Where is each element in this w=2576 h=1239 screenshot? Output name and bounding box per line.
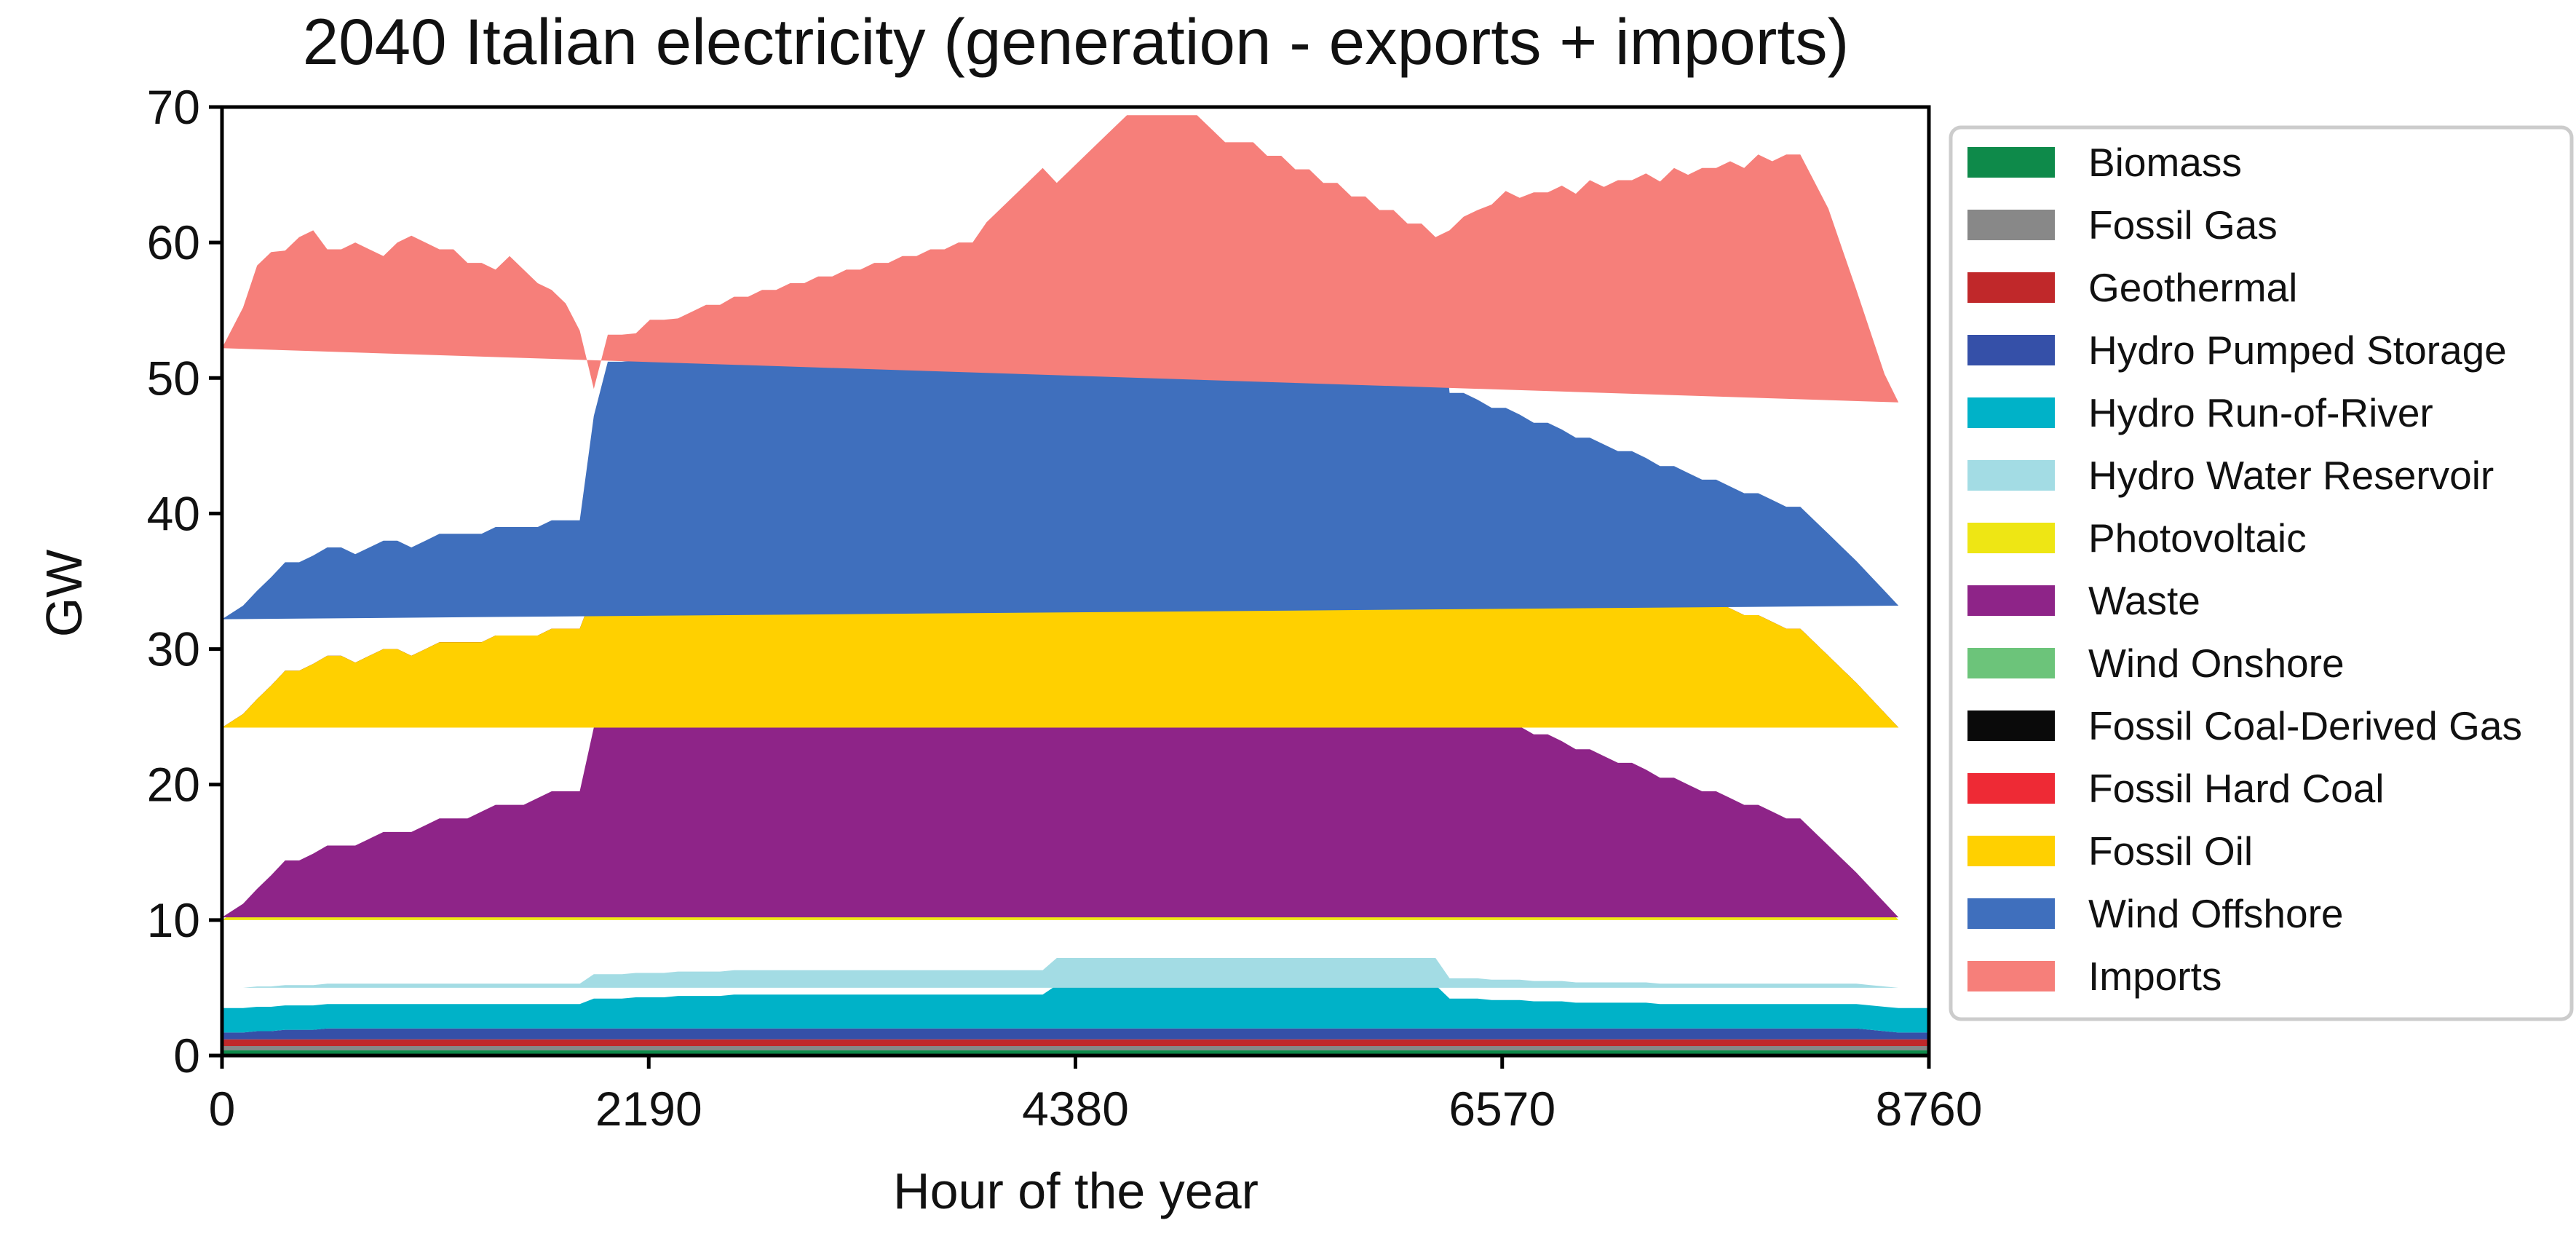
legend-label-hydro-run-of-river: Hydro Run-of-River xyxy=(2088,390,2433,435)
legend-label-geothermal: Geothermal xyxy=(2088,265,2297,310)
y-axis-label: GW xyxy=(36,550,92,638)
legend-label-fossil-gas: Fossil Gas xyxy=(2088,202,2278,248)
x-tick-label: 2190 xyxy=(595,1082,702,1136)
legend-swatch-imports xyxy=(1967,961,2055,991)
legend-label-imports: Imports xyxy=(2088,954,2222,999)
area-imports xyxy=(222,115,1899,403)
legend-swatch-wind-offshore xyxy=(1967,898,2055,929)
x-axis-label: Hour of the year xyxy=(893,1163,1259,1219)
y-tick-label: 30 xyxy=(147,622,200,676)
legend-label-hydro-pumped-storage: Hydro Pumped Storage xyxy=(2088,328,2507,373)
y-tick-label: 40 xyxy=(147,486,200,540)
chart-title: 2040 Italian electricity (generation - e… xyxy=(303,5,1850,78)
area-hydro-run-of-river xyxy=(222,985,1929,1033)
y-tick-label: 0 xyxy=(173,1029,200,1082)
legend-swatch-fossil-coal-derived-gas xyxy=(1967,710,2055,741)
legend-swatch-geothermal xyxy=(1967,272,2055,303)
legend-frame xyxy=(1949,125,2574,1021)
legend-swatch-waste xyxy=(1967,585,2055,616)
y-axis: 0 10 20 30 40 50 60 70 xyxy=(147,80,222,1082)
legend-swatch-biomass xyxy=(1967,147,2055,178)
y-tick-label: 50 xyxy=(147,351,200,405)
legend-swatch-hydro-pumped-storage xyxy=(1967,335,2055,365)
legend-label-biomass: Biomass xyxy=(2088,140,2242,185)
x-tick-label: 8760 xyxy=(1876,1082,1983,1136)
y-tick-label: 60 xyxy=(147,215,200,269)
legend-swatch-photovoltaic xyxy=(1967,523,2055,553)
legend-label-fossil-oil: Fossil Oil xyxy=(2088,828,2253,874)
legend-label-waste: Waste xyxy=(2088,578,2200,623)
legend: Biomass Fossil Gas Geothermal Hydro Pumped … xyxy=(1949,125,2574,1021)
legend-label-wind-offshore: Wind Offshore xyxy=(2088,891,2344,936)
legend-label-hydro-water-reservoir: Hydro Water Reservoir xyxy=(2088,453,2494,498)
y-tick-label: 70 xyxy=(147,80,200,134)
area-geothermal xyxy=(222,1039,1929,1046)
legend-swatch-hydro-water-reservoir xyxy=(1967,460,2055,491)
legend-swatch-fossil-gas xyxy=(1967,210,2055,240)
x-axis: 0 2190 4380 6570 8760 xyxy=(209,1056,1983,1136)
x-tick-label: 4380 xyxy=(1022,1082,1129,1136)
legend-swatch-hydro-run-of-river xyxy=(1967,397,2055,428)
legend-swatch-fossil-oil xyxy=(1967,836,2055,866)
legend-label-fossil-coal-derived-gas: Fossil Coal-Derived Gas xyxy=(2088,703,2522,748)
x-tick-label: 6570 xyxy=(1448,1082,1555,1136)
legend-swatch-fossil-hard-coal xyxy=(1967,773,2055,804)
x-tick-label: 0 xyxy=(209,1082,236,1136)
legend-swatch-wind-onshore xyxy=(1967,648,2055,678)
legend-label-fossil-hard-coal: Fossil Hard Coal xyxy=(2088,766,2385,811)
area-hydro-pumped-storage xyxy=(222,1028,1929,1040)
plot-area xyxy=(222,115,1929,1056)
area-fossil-gas xyxy=(222,1046,1929,1050)
legend-label-photovoltaic: Photovoltaic xyxy=(2088,515,2307,561)
y-tick-label: 20 xyxy=(147,758,200,812)
area-hydro-water-reservoir xyxy=(222,958,1899,988)
legend-label-wind-onshore: Wind Onshore xyxy=(2088,641,2345,686)
y-tick-label: 10 xyxy=(147,893,200,947)
